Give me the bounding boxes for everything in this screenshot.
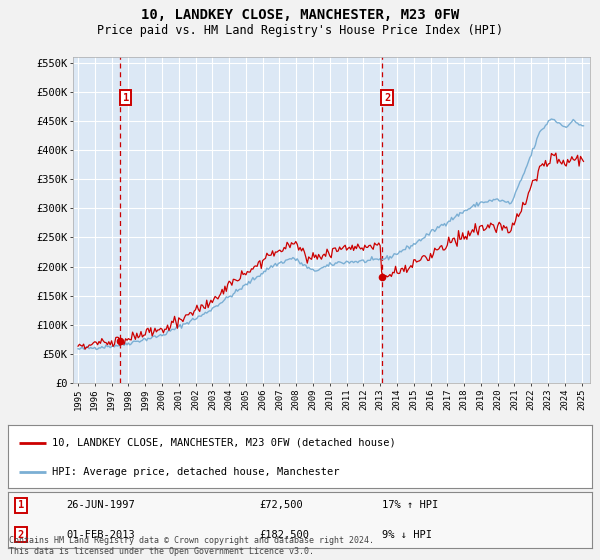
Text: HPI: Average price, detached house, Manchester: HPI: Average price, detached house, Manc… [52,467,340,477]
Text: 2: 2 [384,93,390,102]
Text: £182,500: £182,500 [259,530,309,540]
Text: 10, LANDKEY CLOSE, MANCHESTER, M23 0FW: 10, LANDKEY CLOSE, MANCHESTER, M23 0FW [141,8,459,22]
Text: 2: 2 [18,530,24,540]
Text: 01-FEB-2013: 01-FEB-2013 [67,530,135,540]
Text: 1: 1 [122,93,129,102]
Text: £72,500: £72,500 [259,501,303,511]
Text: 9% ↓ HPI: 9% ↓ HPI [382,530,432,540]
Text: Contains HM Land Registry data © Crown copyright and database right 2024.
This d: Contains HM Land Registry data © Crown c… [9,536,374,556]
Text: Price paid vs. HM Land Registry's House Price Index (HPI): Price paid vs. HM Land Registry's House … [97,24,503,37]
Text: 26-JUN-1997: 26-JUN-1997 [67,501,135,511]
Text: 1: 1 [18,501,24,511]
Text: 17% ↑ HPI: 17% ↑ HPI [382,501,438,511]
Text: 10, LANDKEY CLOSE, MANCHESTER, M23 0FW (detached house): 10, LANDKEY CLOSE, MANCHESTER, M23 0FW (… [52,438,395,447]
